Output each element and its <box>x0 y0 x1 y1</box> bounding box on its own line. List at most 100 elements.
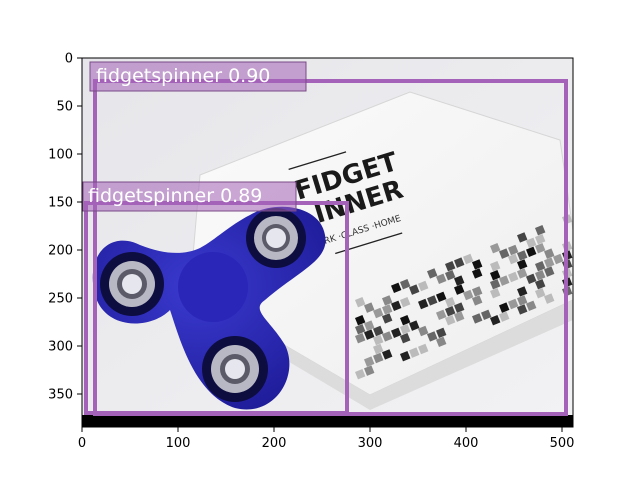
detection-label-bg-1 <box>89 61 307 92</box>
checker-square <box>490 315 501 326</box>
checker-square <box>507 298 519 310</box>
checker-square <box>355 315 366 326</box>
axes-frame <box>81 57 574 428</box>
checker-square <box>364 356 375 367</box>
checker-square <box>363 365 375 376</box>
detection-label-bg-2 <box>82 181 297 212</box>
checker-square <box>382 349 393 360</box>
checker-square <box>534 261 546 272</box>
checker-square <box>534 234 546 245</box>
checker-square <box>508 253 519 265</box>
checker-square <box>354 297 366 308</box>
fidget-spinner <box>92 206 326 410</box>
checker-square <box>516 259 528 270</box>
checker-square <box>372 334 384 346</box>
checker-square <box>435 309 447 321</box>
checker-square <box>535 279 546 290</box>
checker-square <box>382 331 393 342</box>
y-tick-label: 200 <box>48 244 73 259</box>
checker-square <box>525 246 537 258</box>
checker-square <box>435 336 447 348</box>
bearing-top <box>246 208 306 268</box>
checker-square <box>454 311 465 322</box>
x-axis: 0 100 200 300 400 500 <box>78 427 575 451</box>
checker-square <box>445 270 456 281</box>
checker-square <box>445 261 456 272</box>
x-tick-label: 200 <box>262 436 287 451</box>
checker-square <box>472 286 483 297</box>
checker-square <box>436 291 447 303</box>
checker-square <box>489 243 501 254</box>
checker-square <box>499 275 510 286</box>
x-tick-label: 0 <box>78 436 86 451</box>
detection-1: fidgetspinner 0.90 <box>89 61 568 416</box>
x-tick-label: 400 <box>454 436 479 451</box>
checker-square <box>372 325 384 337</box>
checker-square <box>472 259 483 270</box>
detections: fidgetspinner 0.90 fidgetspinner 0.89 <box>82 61 568 416</box>
checker-square <box>418 343 429 355</box>
checker-square <box>400 333 411 344</box>
checker-square <box>364 302 375 313</box>
checker-square <box>517 268 528 279</box>
checker-square <box>535 225 546 236</box>
checker-square <box>517 286 528 297</box>
checker-square <box>418 280 429 292</box>
checker-square <box>526 237 537 249</box>
checker-square <box>364 329 375 340</box>
checker-square <box>462 253 474 265</box>
checker-square <box>507 244 519 256</box>
checker-square <box>453 302 465 313</box>
checker-square <box>517 250 528 261</box>
y-tick-label: 350 <box>48 388 73 403</box>
y-tick-label: 250 <box>48 292 73 307</box>
x-tick-label: 500 <box>550 436 575 451</box>
y-axis: 0 50 100 150 200 250 300 350 <box>48 52 82 403</box>
bearing-left <box>100 252 164 316</box>
checker-square <box>354 324 366 335</box>
checker-square <box>553 253 564 265</box>
image-bottom-strip <box>82 415 573 427</box>
product-box-side <box>185 290 573 410</box>
checker-square <box>516 232 528 243</box>
checker-square <box>472 313 483 324</box>
checker-square <box>525 300 537 312</box>
checker-square <box>372 307 384 319</box>
checker-square <box>390 300 402 312</box>
detection-2: fidgetspinner 0.89 <box>82 181 349 415</box>
checker-square <box>534 288 546 299</box>
checker-square <box>399 279 411 290</box>
checker-square <box>543 248 555 259</box>
checker-square <box>490 279 501 290</box>
checker-square <box>399 315 411 326</box>
detection-label-2: fidgetspinner 0.89 <box>88 185 262 207</box>
checker-pattern <box>354 214 573 380</box>
checker-square <box>418 298 429 310</box>
detection-label-1: fidgetspinner 0.90 <box>96 65 270 87</box>
checker-square <box>427 268 438 279</box>
checker-square <box>472 295 483 306</box>
checker-square <box>507 271 519 283</box>
checker-square <box>382 304 393 315</box>
checker-square <box>445 297 456 308</box>
checker-square <box>499 302 510 313</box>
x-tick-label: 100 <box>166 436 191 451</box>
checker-square <box>426 295 438 306</box>
checker-square <box>454 257 465 268</box>
checker-square <box>498 311 510 322</box>
checker-square <box>399 297 411 308</box>
checker-square <box>409 284 420 295</box>
checker-square <box>355 333 366 344</box>
checker-square <box>535 243 546 254</box>
checker-square <box>436 327 447 339</box>
checker-square <box>445 315 456 326</box>
checker-square <box>418 325 429 337</box>
checker-square <box>535 270 546 281</box>
checker-square <box>372 343 384 355</box>
checker-square <box>543 293 555 304</box>
checker-square <box>381 313 393 324</box>
checker-square <box>481 309 492 321</box>
checker-square <box>408 347 420 358</box>
y-tick-label: 150 <box>48 196 73 211</box>
